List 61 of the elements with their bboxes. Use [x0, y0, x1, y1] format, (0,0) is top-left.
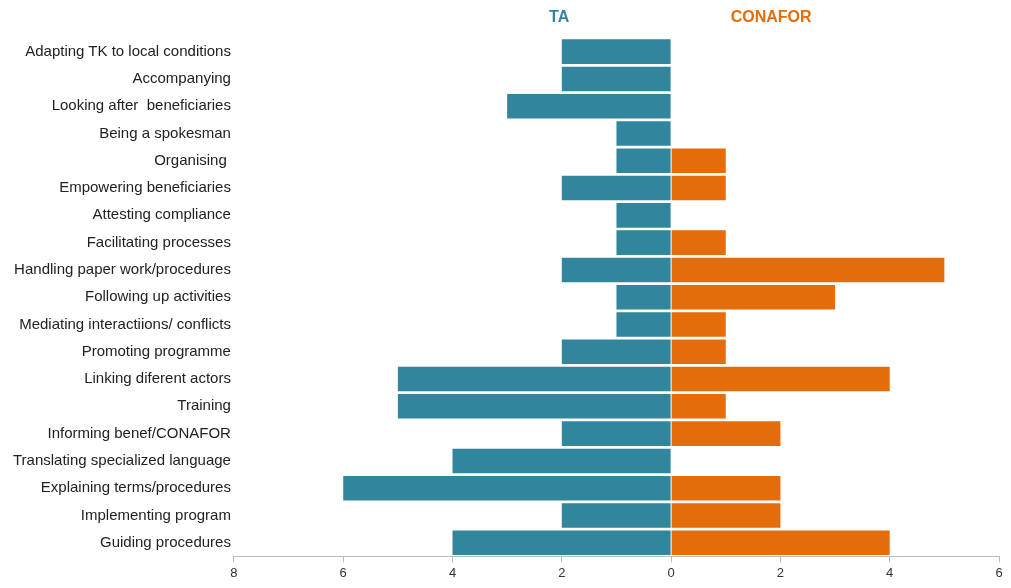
bar [616, 230, 671, 255]
y-tick-label: Facilitating processes [86, 232, 231, 250]
bar [671, 530, 890, 556]
bar [671, 394, 726, 419]
y-tick-label: Promoting programme [81, 341, 231, 359]
bar [671, 421, 781, 446]
bar [671, 366, 890, 392]
bar [671, 284, 836, 310]
bar [671, 257, 945, 283]
bar [561, 503, 671, 528]
bar [616, 312, 671, 337]
y-tick-label: Attesting compliance [92, 205, 231, 223]
bar [671, 148, 726, 174]
y-tick-label: Organising [154, 150, 231, 168]
bar [616, 148, 671, 174]
y-tick-label: Empowering beneficiaries [59, 178, 231, 196]
bar [616, 121, 671, 146]
bar [616, 203, 671, 228]
bar [671, 503, 781, 528]
bar [671, 230, 726, 255]
bar [671, 339, 726, 365]
bar [452, 530, 671, 556]
text: CONAFOR [730, 8, 812, 26]
bar [671, 475, 781, 501]
bar [397, 366, 671, 392]
bar [561, 39, 671, 64]
y-tick-label: Guiding procedures [100, 532, 231, 550]
y-tick-label: Looking after beneficiaries [51, 96, 231, 114]
y-tick-label: Mediating interactiions/ conflicts [19, 314, 231, 332]
y-tick-label: Being a spokesman [99, 123, 231, 141]
y-tick-label: Adapting TK to local conditions [25, 41, 231, 59]
y-tick-label: Accompanying [132, 69, 231, 87]
x-tick-label: 6 [339, 564, 347, 580]
bar [561, 339, 671, 365]
y-tick-label: Explaining terms/procedures [40, 478, 231, 496]
bar [507, 93, 671, 119]
x-tick-label: 4 [448, 564, 457, 580]
bar [397, 394, 671, 419]
bar [561, 175, 671, 201]
y-tick-label: Informing benef/CONAFOR [47, 423, 232, 441]
x-tick-label: 8 [230, 564, 238, 580]
y-tick-label: Linking diferent actors [84, 369, 231, 387]
y-tick-label: Translating specialized language [13, 451, 231, 469]
x-tick-label: 0 [667, 564, 675, 580]
x-tick-label: 2 [558, 564, 566, 580]
bar [561, 66, 671, 92]
y-tick-label: Following up activities [85, 287, 231, 305]
bar [671, 312, 726, 337]
bar [616, 284, 671, 310]
bar [452, 448, 671, 474]
y-tick-label: Implementing program [80, 505, 231, 523]
bar [561, 421, 671, 446]
y-tick-label: Training [177, 396, 231, 414]
y-tick-label: Handling paper work/procedures [14, 260, 231, 278]
bar [671, 175, 726, 201]
x-tick-label: 6 [995, 564, 1003, 580]
bar [561, 257, 671, 283]
series-label: TA [549, 8, 570, 26]
x-tick-label: 4 [886, 564, 894, 580]
x-tick-label: 2 [776, 564, 785, 580]
bar [343, 475, 671, 501]
